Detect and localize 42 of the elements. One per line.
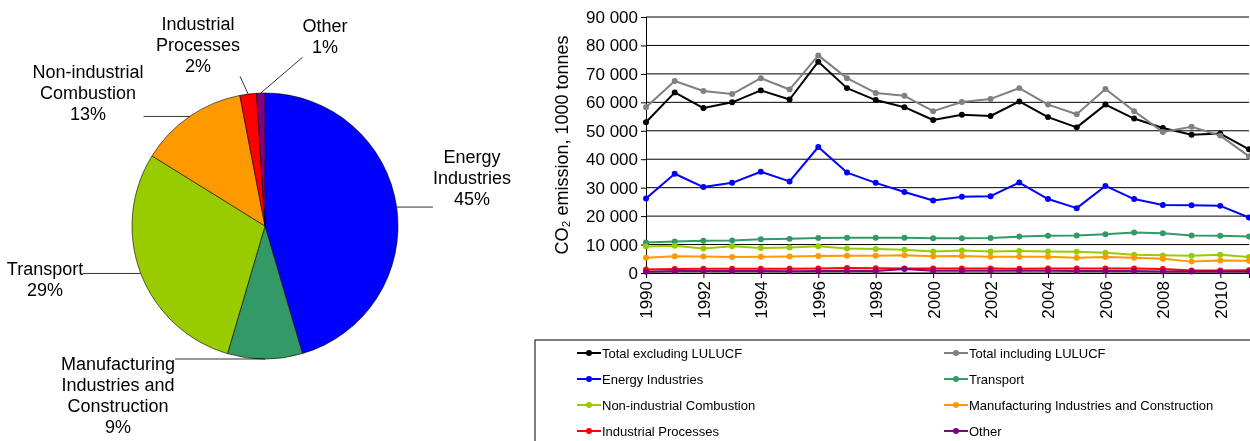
legend-label: Manufacturing Industries and Construction xyxy=(969,397,1214,413)
x-tick-label: 1996 xyxy=(809,281,829,319)
legend-label: Energy Industries xyxy=(602,371,704,387)
slice-label: Transport xyxy=(6,259,84,280)
x-tick-label: 2004 xyxy=(1039,281,1059,319)
y-tick-label: 40 000 xyxy=(586,150,638,170)
y-tick-label: 80 000 xyxy=(586,36,638,56)
legend-label: Total including LULUCF xyxy=(969,345,1106,361)
legend-label: Industrial Processes xyxy=(602,423,720,439)
x-tick-label: 2000 xyxy=(924,281,944,319)
data-label: 1% xyxy=(311,37,339,58)
legend-label: Other xyxy=(969,423,1003,439)
legend-label: Transport xyxy=(969,371,1025,387)
slice-label: Non-industrial Combustion xyxy=(32,62,144,104)
y-tick-label: 90 000 xyxy=(586,7,638,27)
y-tick-label: 30 000 xyxy=(586,178,638,198)
legend-label: Total excluding LULUCF xyxy=(602,345,743,361)
x-tick-label: 2010 xyxy=(1211,281,1231,319)
x-tick-label: 2006 xyxy=(1096,281,1116,319)
slice-label: Energy Industries xyxy=(432,147,512,189)
x-tick-label: 1994 xyxy=(752,281,772,319)
y-tick-label: 0 xyxy=(628,263,638,283)
slice-label: Other xyxy=(302,16,348,37)
data-label: 2% xyxy=(184,56,212,77)
x-tick-label: 2008 xyxy=(1154,281,1174,319)
data-label: 13% xyxy=(69,104,107,125)
y-tick-label: 20 000 xyxy=(586,207,638,227)
data-label: 9% xyxy=(104,417,132,438)
data-label: 29% xyxy=(26,280,64,301)
x-tick-label: 2002 xyxy=(982,281,1002,319)
y-axis-title: CO₂ emission, 1000 tonnes xyxy=(552,35,572,255)
y-tick-label: 60 000 xyxy=(586,93,638,113)
x-tick-label: 1990 xyxy=(637,281,657,319)
y-tick-label: 50 000 xyxy=(586,121,638,141)
x-tick-label: 1992 xyxy=(694,281,714,319)
legend-label: Non-industrial Combustion xyxy=(602,397,756,413)
y-tick-label: 70 000 xyxy=(586,64,638,84)
data-label: 45% xyxy=(453,189,491,210)
slice-label: Manufacturing Industries and Construction xyxy=(60,354,176,417)
y-tick-label: 10 000 xyxy=(586,235,638,255)
x-tick-label: 1998 xyxy=(867,281,887,319)
slice-label: Industrial Processes xyxy=(155,14,241,56)
